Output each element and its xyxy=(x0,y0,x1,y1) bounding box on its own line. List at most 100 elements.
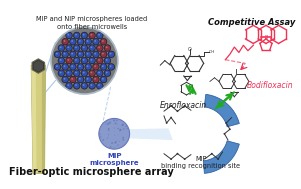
Circle shape xyxy=(70,38,76,45)
Circle shape xyxy=(106,59,108,61)
Circle shape xyxy=(104,45,111,51)
Circle shape xyxy=(85,77,91,82)
Circle shape xyxy=(94,40,96,42)
Circle shape xyxy=(122,124,123,126)
Circle shape xyxy=(67,72,69,73)
Circle shape xyxy=(75,34,77,36)
Circle shape xyxy=(100,76,107,83)
Circle shape xyxy=(66,70,72,76)
Circle shape xyxy=(104,45,110,51)
Circle shape xyxy=(92,51,99,58)
Circle shape xyxy=(117,128,119,129)
Circle shape xyxy=(82,45,87,51)
Text: Competitive Assay: Competitive Assay xyxy=(208,18,295,27)
Circle shape xyxy=(126,128,128,129)
Circle shape xyxy=(73,82,80,89)
Circle shape xyxy=(101,39,107,45)
Circle shape xyxy=(62,39,68,45)
Circle shape xyxy=(91,84,92,86)
Polygon shape xyxy=(128,128,173,140)
Circle shape xyxy=(75,59,77,61)
Circle shape xyxy=(107,138,108,139)
Circle shape xyxy=(66,45,72,51)
Circle shape xyxy=(96,57,103,64)
Circle shape xyxy=(73,57,80,64)
Circle shape xyxy=(81,70,88,77)
Circle shape xyxy=(99,119,129,149)
Circle shape xyxy=(113,147,114,148)
Circle shape xyxy=(64,65,65,67)
Circle shape xyxy=(66,45,73,51)
Circle shape xyxy=(79,78,81,80)
Circle shape xyxy=(73,70,80,77)
Circle shape xyxy=(77,76,84,83)
Circle shape xyxy=(100,64,107,70)
Circle shape xyxy=(93,77,99,82)
Circle shape xyxy=(71,53,73,54)
Circle shape xyxy=(82,33,87,38)
Circle shape xyxy=(97,33,103,38)
Circle shape xyxy=(96,82,103,89)
Circle shape xyxy=(91,72,92,73)
Circle shape xyxy=(56,53,58,54)
Circle shape xyxy=(225,122,227,124)
Circle shape xyxy=(78,39,83,45)
Circle shape xyxy=(82,83,87,89)
Circle shape xyxy=(98,84,100,86)
Circle shape xyxy=(170,158,172,160)
Circle shape xyxy=(94,53,96,54)
Circle shape xyxy=(117,144,119,146)
Circle shape xyxy=(62,64,69,70)
Circle shape xyxy=(114,122,116,124)
Circle shape xyxy=(119,141,120,142)
Circle shape xyxy=(229,128,231,130)
Circle shape xyxy=(108,122,109,123)
Polygon shape xyxy=(34,61,43,71)
Circle shape xyxy=(106,72,108,73)
Circle shape xyxy=(113,119,115,121)
Circle shape xyxy=(85,51,92,58)
Circle shape xyxy=(56,65,58,67)
Circle shape xyxy=(83,72,85,73)
Circle shape xyxy=(89,45,95,51)
Circle shape xyxy=(116,120,118,122)
Circle shape xyxy=(89,45,95,51)
Circle shape xyxy=(102,65,104,67)
Circle shape xyxy=(107,129,109,131)
Circle shape xyxy=(100,51,107,58)
Circle shape xyxy=(85,64,91,70)
Circle shape xyxy=(96,45,103,51)
Circle shape xyxy=(81,57,88,64)
Circle shape xyxy=(51,27,118,94)
Circle shape xyxy=(93,51,99,57)
Circle shape xyxy=(70,51,76,57)
Circle shape xyxy=(92,64,99,70)
Circle shape xyxy=(83,46,85,48)
Circle shape xyxy=(184,158,186,160)
Circle shape xyxy=(92,76,99,83)
Circle shape xyxy=(54,51,61,58)
Circle shape xyxy=(81,45,88,51)
Circle shape xyxy=(89,58,95,64)
Circle shape xyxy=(81,82,88,89)
Circle shape xyxy=(67,46,69,48)
Circle shape xyxy=(98,34,100,36)
Circle shape xyxy=(102,40,104,42)
Circle shape xyxy=(79,40,81,42)
Circle shape xyxy=(102,78,104,80)
Circle shape xyxy=(62,64,68,70)
Circle shape xyxy=(83,84,85,86)
Circle shape xyxy=(74,70,79,76)
Circle shape xyxy=(85,38,92,45)
Text: Bodifloxacin: Bodifloxacin xyxy=(247,81,294,90)
Circle shape xyxy=(58,70,65,77)
Circle shape xyxy=(96,70,103,77)
Circle shape xyxy=(120,129,122,131)
Circle shape xyxy=(75,46,77,48)
Text: Enrofloxacin: Enrofloxacin xyxy=(160,101,207,110)
Circle shape xyxy=(98,46,100,48)
Text: OH: OH xyxy=(209,50,215,54)
Circle shape xyxy=(62,76,69,83)
Polygon shape xyxy=(42,65,45,174)
Text: MIP
binding recognition site: MIP binding recognition site xyxy=(161,156,240,169)
